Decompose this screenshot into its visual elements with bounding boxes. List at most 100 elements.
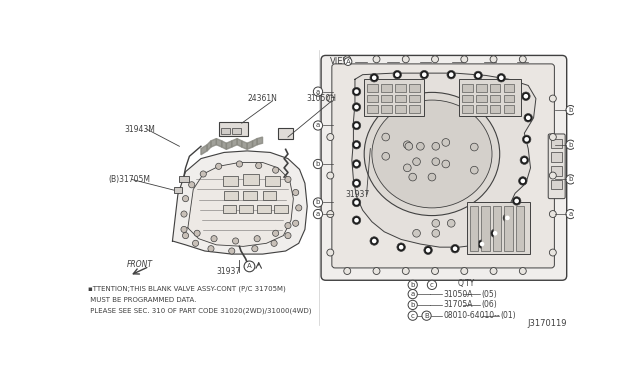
Circle shape [254, 235, 260, 242]
Bar [223, 176, 238, 186]
Circle shape [314, 159, 323, 169]
Polygon shape [247, 141, 253, 150]
Circle shape [428, 280, 436, 289]
Circle shape [354, 123, 359, 128]
Circle shape [327, 172, 334, 179]
Circle shape [352, 216, 361, 224]
Bar [490, 106, 500, 113]
Circle shape [314, 209, 323, 219]
Text: b: b [568, 142, 573, 148]
Circle shape [549, 249, 556, 256]
Bar [224, 191, 238, 200]
Circle shape [354, 89, 359, 94]
Bar [395, 95, 406, 102]
Text: 08010-64010--: 08010-64010-- [444, 311, 500, 320]
Circle shape [399, 245, 403, 250]
Circle shape [372, 239, 376, 243]
Bar [395, 106, 406, 113]
Bar [278, 128, 293, 139]
Circle shape [285, 222, 291, 229]
Circle shape [327, 249, 334, 256]
Polygon shape [207, 141, 211, 151]
Text: 31943M: 31943M [124, 125, 155, 134]
Text: 31050H: 31050H [307, 94, 337, 103]
Circle shape [352, 87, 361, 96]
Circle shape [476, 73, 481, 78]
Circle shape [522, 92, 530, 100]
Circle shape [490, 267, 497, 275]
Polygon shape [211, 139, 216, 147]
Circle shape [522, 158, 527, 163]
Bar [481, 206, 490, 251]
FancyBboxPatch shape [321, 55, 566, 280]
Circle shape [447, 219, 455, 227]
Bar [504, 84, 515, 92]
Bar [367, 84, 378, 92]
Text: a: a [316, 122, 320, 128]
Circle shape [478, 240, 486, 248]
Text: 31937: 31937 [346, 190, 370, 199]
Circle shape [432, 142, 440, 150]
Text: b: b [410, 282, 415, 288]
Bar [409, 106, 420, 113]
Polygon shape [227, 141, 232, 150]
Circle shape [352, 160, 361, 168]
Polygon shape [253, 139, 257, 147]
Circle shape [520, 156, 529, 164]
Text: (B)31705M: (B)31705M [109, 175, 150, 184]
Circle shape [216, 163, 221, 169]
Circle shape [354, 162, 359, 166]
Text: c: c [411, 313, 415, 319]
Circle shape [352, 198, 361, 207]
Text: b: b [316, 161, 320, 167]
Circle shape [182, 196, 189, 202]
Circle shape [211, 235, 217, 242]
Circle shape [370, 74, 378, 82]
FancyBboxPatch shape [548, 134, 565, 199]
Text: 31937: 31937 [216, 267, 241, 276]
Circle shape [344, 58, 352, 65]
Circle shape [271, 240, 277, 246]
Text: 24361N: 24361N [247, 94, 277, 103]
Circle shape [493, 231, 497, 235]
Circle shape [373, 56, 380, 63]
Text: A: A [346, 58, 350, 65]
Text: c: c [430, 282, 434, 288]
Circle shape [413, 158, 420, 166]
Circle shape [491, 229, 499, 238]
Circle shape [549, 134, 556, 141]
Circle shape [480, 242, 484, 246]
Circle shape [236, 161, 243, 167]
Circle shape [292, 220, 299, 226]
Bar [174, 187, 182, 193]
Bar [551, 139, 562, 148]
Text: 31705A: 31705A [444, 301, 473, 310]
Text: b: b [316, 199, 320, 205]
Polygon shape [188, 163, 293, 246]
Circle shape [461, 267, 468, 275]
Circle shape [232, 238, 239, 244]
Polygon shape [352, 73, 536, 247]
Circle shape [499, 76, 504, 80]
Text: (05): (05) [481, 290, 497, 299]
Circle shape [549, 211, 556, 218]
Bar [381, 106, 392, 113]
Circle shape [470, 166, 478, 174]
Circle shape [352, 179, 361, 187]
Bar [239, 205, 253, 212]
Circle shape [285, 232, 291, 239]
Circle shape [424, 246, 433, 254]
Bar [516, 206, 524, 251]
Circle shape [566, 209, 575, 219]
Circle shape [181, 226, 187, 232]
Circle shape [549, 95, 556, 102]
Circle shape [273, 230, 279, 236]
Bar [551, 153, 562, 162]
Circle shape [503, 214, 511, 222]
Polygon shape [201, 145, 207, 155]
Circle shape [252, 246, 258, 252]
Text: MUST BE PROGRAMMED DATA.: MUST BE PROGRAMMED DATA. [88, 296, 196, 302]
Bar [476, 95, 486, 102]
Circle shape [314, 198, 323, 207]
Circle shape [519, 56, 526, 63]
